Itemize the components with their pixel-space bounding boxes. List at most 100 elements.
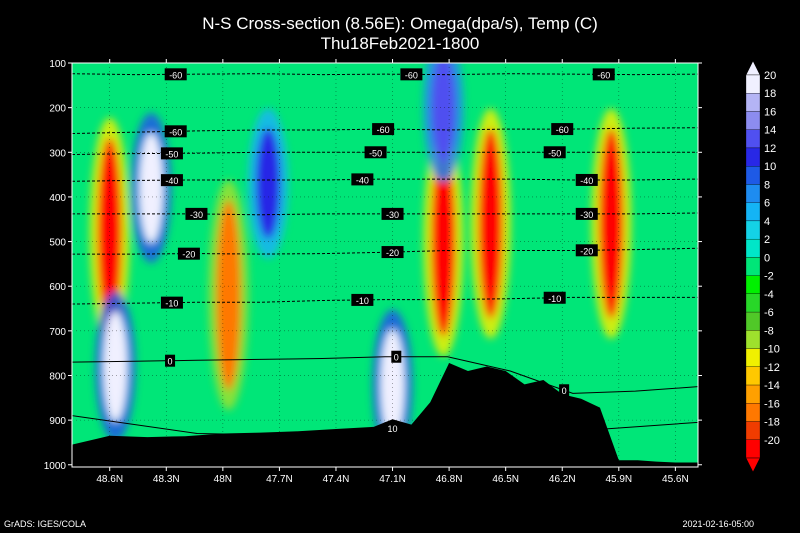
- contour-label-0-1: -60: [405, 70, 418, 80]
- plot-frame: [71, 62, 699, 468]
- colorbar-label-13: -6: [764, 307, 774, 319]
- x-tick-label-4: 47.4N: [323, 474, 350, 485]
- x-tick-label-5: 47.1N: [379, 474, 406, 485]
- colorbar-swatch-5: [745, 166, 761, 185]
- y-tick-label-3: 400: [49, 193, 66, 204]
- contour-label-1-0: -60: [169, 127, 182, 137]
- contour-label-3-2: -40: [580, 176, 593, 186]
- x-tick-label-9: 45.9N: [605, 474, 632, 485]
- contour-label-2-1: -50: [369, 148, 382, 158]
- contour-label-4-1: -30: [386, 210, 399, 220]
- omega-feature-5: [431, 146, 456, 337]
- x-tick-label-10: 45.6N: [662, 474, 689, 485]
- contour-label-bg-5-0: [177, 247, 200, 260]
- contour-label-bg-7-2: [559, 384, 570, 397]
- contour-label-bg-0-2: [592, 68, 615, 81]
- contour-label-bg-8-0: [384, 422, 401, 435]
- contour-label-bg-6-1: [351, 293, 374, 306]
- contour-label-bg-2-1: [364, 146, 387, 159]
- contour-label-6-2: -10: [548, 294, 561, 304]
- y-tick-label-5: 600: [49, 282, 66, 293]
- colorbar-swatch-16: [745, 366, 761, 386]
- contour-label-5-1: -20: [386, 248, 399, 258]
- colorbar-top-arrow: [745, 60, 761, 76]
- x-tick-label-3: 47.7N: [266, 474, 293, 485]
- colorbar-label-9: 2: [764, 234, 770, 246]
- colorbar-swatch-2: [745, 111, 761, 130]
- contour-label-bg-1-2: [551, 123, 574, 136]
- contour-label-bg-6-0: [160, 296, 183, 309]
- colorbar-swatch-19: [745, 421, 761, 440]
- colorbar-swatch-13: [745, 311, 761, 331]
- contour-label-bg-3-2: [575, 173, 598, 186]
- footer-credit: GrADS: IGES/COLA: [4, 519, 87, 529]
- colorbar-label-5: 10: [764, 161, 776, 173]
- contour-label-4-2: -30: [580, 210, 593, 220]
- colorbar-label-6: 8: [764, 179, 770, 191]
- contour-label-5-2: -20: [580, 246, 593, 256]
- colorbar-swatch-11: [745, 275, 761, 295]
- contour-label-0-0: -60: [169, 70, 182, 80]
- colorbar-swatch-15: [745, 348, 761, 367]
- contour-label-6-0: -10: [165, 299, 178, 309]
- colorbar-label-3: 14: [764, 125, 776, 137]
- terrain-silhouette: [72, 362, 698, 467]
- contour-label-bg-4-1: [381, 207, 404, 220]
- chart-title: N-S Cross-section (8.56E): Omega(dpa/s),…: [202, 14, 598, 33]
- colorbar-swatch-8: [745, 220, 761, 240]
- omega-feature-3: [216, 200, 241, 391]
- contour-label-bg-3-1: [351, 173, 374, 186]
- colorbar-swatch-9: [745, 238, 761, 258]
- colorbar-label-15: -10: [764, 344, 780, 356]
- colorbar-swatch-6: [745, 184, 761, 203]
- colorbar-label-16: -12: [764, 362, 780, 374]
- colorbar-label-18: -16: [764, 398, 780, 410]
- x-tick-label-0: 48.6N: [96, 474, 123, 485]
- y-tick-label-4: 500: [49, 238, 66, 249]
- terrain: [72, 362, 698, 467]
- contour-labels: -60 -60 -60 -60 -60 -60 -50 -50 -50 -40 -40 -40 -30 -…: [160, 68, 615, 435]
- contour-label-5-0: -20: [182, 250, 195, 260]
- colorbar-swatch-12: [745, 293, 761, 313]
- colorbar-swatch-0: [745, 74, 761, 94]
- contour-label-bg-4-2: [575, 207, 598, 220]
- chart-subtitle: Thu18Feb2021-1800: [320, 34, 480, 53]
- y-tick-label-6: 700: [49, 327, 66, 338]
- colorbar-swatch-10: [745, 257, 761, 276]
- colorbar-label-1: 18: [764, 88, 776, 100]
- contour-1: [72, 127, 698, 135]
- colorbar-swatch-1: [745, 93, 761, 112]
- colorbar-label-7: 6: [764, 198, 770, 210]
- contour-label-2-2: -50: [548, 148, 561, 158]
- omega-feature-4: [256, 128, 281, 239]
- y-tick-label-9: 1000: [44, 461, 67, 472]
- contour-label-0-2: -60: [597, 70, 610, 80]
- plot-area: -60 -60 -60 -60 -60 -60 -50 -50 -50 -40 -40 -40 -30 -…: [72, 63, 698, 467]
- contour-label-4-0: -30: [190, 210, 203, 220]
- contour-label-bg-3-0: [160, 174, 183, 187]
- contour-label-6-1: -10: [356, 296, 369, 306]
- contour-label-bg-1-1: [372, 123, 395, 136]
- contour-label-bg-0-0: [164, 68, 187, 81]
- contour-label-bg-6-2: [543, 291, 566, 304]
- colorbar-label-2: 16: [764, 106, 776, 118]
- colorbar-swatch-7: [745, 202, 761, 222]
- colorbar-swatch-3: [745, 129, 761, 149]
- contour-label-3-1: -40: [356, 175, 369, 185]
- x-tick-label-1: 48.3N: [153, 474, 180, 485]
- colorbar-label-14: -8: [764, 325, 774, 337]
- contour-label-bg-2-0: [160, 147, 183, 160]
- contour-label-1-2: -60: [556, 125, 569, 135]
- contour-label-1-1: -60: [377, 125, 390, 135]
- contour-label-bg-7-0: [165, 354, 176, 367]
- omega-feature-2: [103, 311, 128, 422]
- contour-label-2-0: -50: [165, 149, 178, 159]
- colorbar-label-10: 0: [764, 252, 770, 264]
- omega-feature-8: [599, 128, 624, 319]
- colorbar-swatch-14: [745, 330, 761, 349]
- y-tick-label-8: 900: [49, 416, 66, 427]
- colorbar: 20181614121086420-2-4-6-8-10-12-14-16-18…: [745, 60, 780, 473]
- colorbar-swatch-20: [745, 439, 761, 459]
- contour-2: [72, 151, 698, 156]
